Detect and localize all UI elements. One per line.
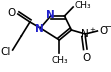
- Text: +: +: [90, 27, 95, 33]
- Text: O: O: [83, 53, 91, 63]
- Text: Cl: Cl: [1, 47, 11, 57]
- Text: O: O: [99, 26, 107, 36]
- Text: N: N: [81, 29, 89, 39]
- Text: N: N: [35, 24, 44, 34]
- Text: N: N: [46, 10, 55, 20]
- Text: O: O: [8, 8, 16, 18]
- Text: −: −: [104, 22, 111, 32]
- Text: CH₃: CH₃: [75, 2, 91, 11]
- Text: CH₃: CH₃: [51, 56, 68, 65]
